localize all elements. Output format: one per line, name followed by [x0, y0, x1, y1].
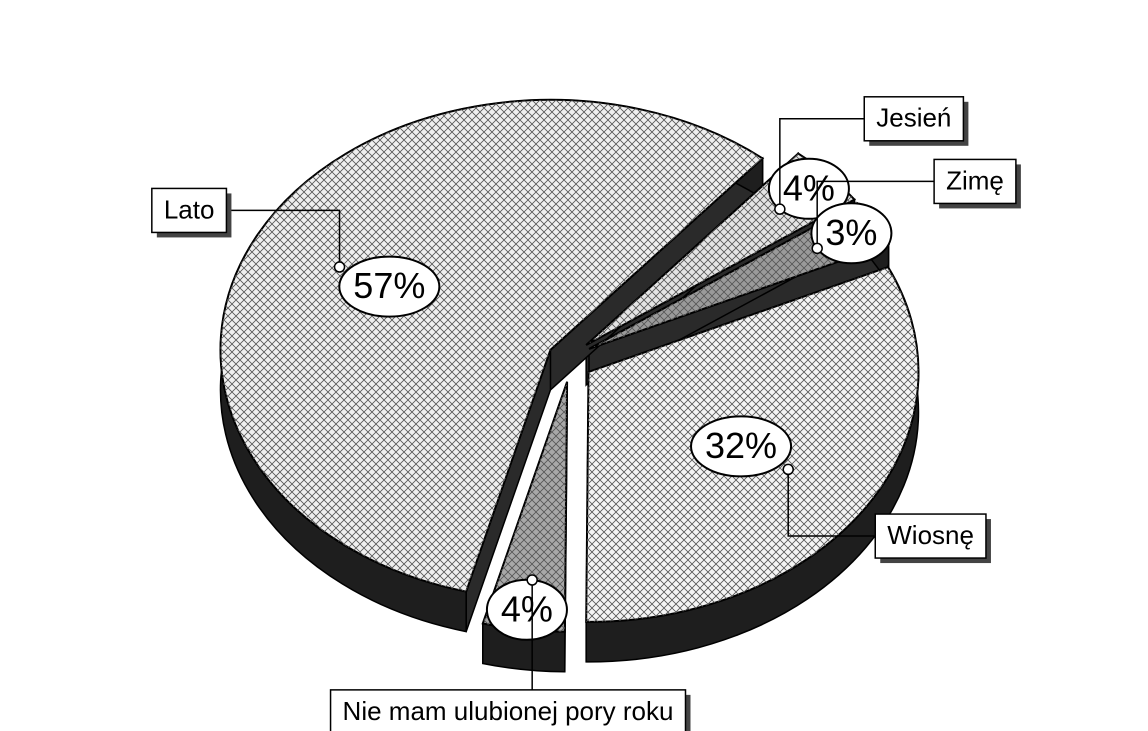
leader-dot	[783, 464, 793, 474]
value-label: 4%	[783, 167, 835, 208]
category-label: Zimę	[946, 165, 1004, 195]
value-label: 3%	[825, 212, 877, 253]
category-label: Lato	[164, 194, 215, 224]
value-label: 4%	[501, 588, 553, 629]
value-label: 57%	[353, 265, 425, 306]
category-label: Wiosnę	[887, 520, 974, 550]
leader-dot	[775, 204, 785, 214]
value-label: 32%	[705, 425, 777, 466]
category-label: Nie mam ulubionej pory roku	[343, 696, 674, 726]
leader-dot	[527, 575, 537, 585]
leader-dot	[335, 262, 345, 272]
category-label: Jesień	[876, 103, 951, 133]
chart: 4% Jesień 3% Zimę 32% Wiosnę 4% Nie mam ulubion…	[0, 0, 1148, 731]
leader-dot	[812, 243, 822, 253]
